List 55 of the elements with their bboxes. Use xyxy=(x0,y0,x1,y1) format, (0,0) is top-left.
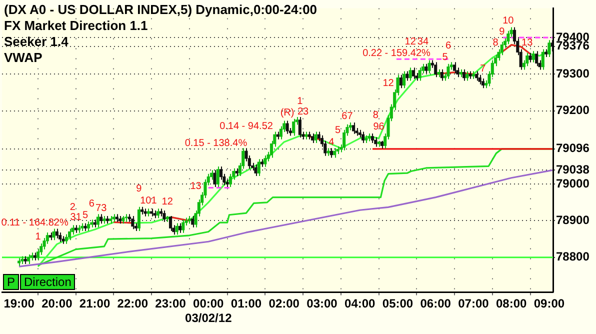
annotation: 23 xyxy=(298,106,310,118)
annotation: 0.14 - 94.52 xyxy=(220,120,274,132)
annotation: 31 xyxy=(70,212,82,223)
annotation: 67 xyxy=(342,111,354,122)
annotation: 13 xyxy=(190,181,202,192)
x-tick-label: 20:00 xyxy=(42,296,73,311)
annotation: P xyxy=(3,274,20,290)
y-tick-label: 79038 xyxy=(556,162,590,176)
y-tick-label: 78900 xyxy=(556,213,590,228)
x-tick-label: 23:00 xyxy=(155,296,186,311)
annotation: 9 xyxy=(499,26,506,38)
annotation: 5 xyxy=(334,125,341,136)
annotation: 34 xyxy=(417,36,429,48)
x-tick-label: 03:00 xyxy=(306,296,338,311)
annotation: (R) xyxy=(280,107,294,118)
x-tick-label: 07:00 xyxy=(458,296,490,311)
x-tick-label: 08:00 xyxy=(496,296,528,311)
annotation: 2 xyxy=(70,202,76,213)
text: FX Market Direction 1.1 Seeker 1.4 VWAP xyxy=(4,18,149,66)
annotation: 73 xyxy=(96,202,108,214)
y-tick-label: 79096 xyxy=(556,141,590,156)
y-tick-label: 79000 xyxy=(556,176,590,190)
y-tick-label: 78800 xyxy=(556,250,590,264)
x-tick-label: 01:00 xyxy=(230,296,262,311)
annotation: 13 xyxy=(522,38,534,49)
annotation: 0.22 - 159.42% xyxy=(362,48,430,59)
annotation: 12 xyxy=(404,36,416,48)
annotation: 12 xyxy=(162,196,174,208)
x-tick-label: 09:00 xyxy=(534,296,565,311)
chart-title: (DX A0 - US DOLLAR INDEX,5) Dynamic,0:00-24:00 xyxy=(4,2,318,18)
annotation: 101 xyxy=(140,195,158,206)
annotation: 6 xyxy=(445,40,452,52)
annotation: 8 xyxy=(372,110,379,121)
x-tick-label: 21:00 xyxy=(79,296,110,311)
annotation: 6 xyxy=(88,198,95,210)
annotation: 1 xyxy=(297,96,304,107)
annotation: 9 xyxy=(136,184,142,195)
x-tick-label: 22:00 xyxy=(117,296,148,311)
annotation: 8 xyxy=(492,37,499,48)
annotation: 12 xyxy=(382,78,394,89)
annotation: 10 xyxy=(502,16,514,27)
x-tick-label: 04:00 xyxy=(344,296,376,311)
x-tick-label: 02:00 xyxy=(268,296,300,311)
x-tick-label: 19:00 xyxy=(4,296,35,311)
annotation: 7 xyxy=(480,63,486,74)
x-tick-label: 06:00 xyxy=(420,296,452,311)
annotation: 1 xyxy=(35,232,42,243)
annotation: 0.11 - 164.82% xyxy=(1,217,68,228)
x-tick-label: 00:00 03/02/12 xyxy=(185,296,232,326)
x-tick-label: 05:00 xyxy=(382,296,414,311)
annotation: 5 xyxy=(82,210,89,222)
y-tick-label: 79300 xyxy=(556,66,590,80)
y-tick-label: 79200 xyxy=(556,103,590,118)
annotation: 0.15 - 138.4% xyxy=(184,138,248,149)
annotation: Direction xyxy=(20,274,76,290)
